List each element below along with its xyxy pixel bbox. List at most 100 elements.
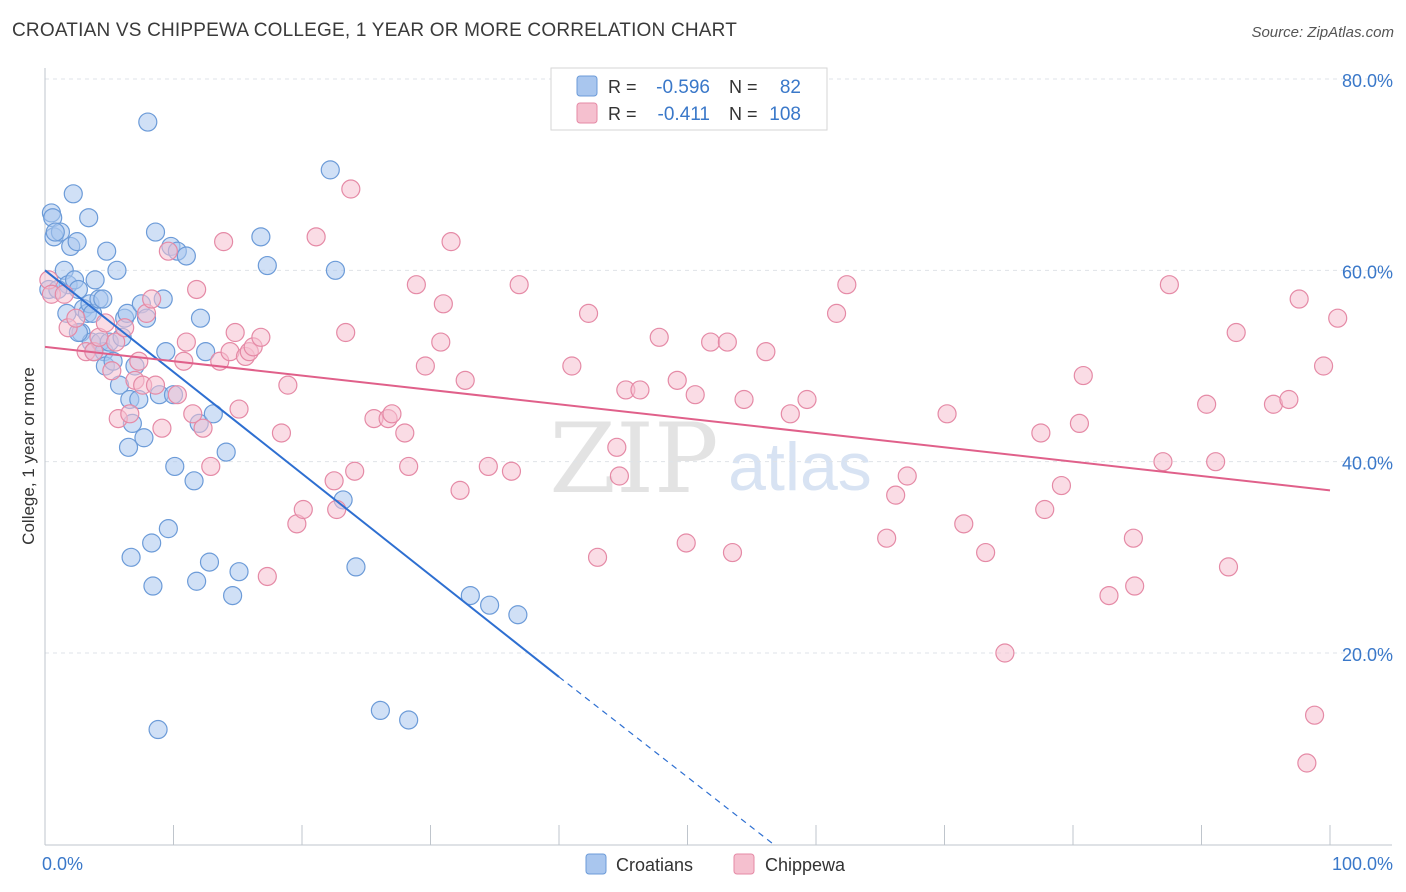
point-croatians-27 <box>97 241 117 261</box>
point-croatians-66 <box>223 585 243 606</box>
point-chippewa-91 <box>1031 423 1051 443</box>
legend-r-label-1: R = <box>608 77 637 97</box>
bottom-legend: Croatians Chippewa <box>585 853 846 875</box>
y-tick-label-1: 40.0% <box>1342 454 1393 474</box>
point-chippewa-107 <box>1289 289 1309 309</box>
point-chippewa-101 <box>1197 394 1217 414</box>
point-chippewa-62 <box>501 461 522 481</box>
point-chippewa-80 <box>780 404 800 424</box>
y-tick-label-3: 80.0% <box>1342 71 1393 91</box>
point-chippewa-86 <box>897 466 917 486</box>
point-chippewa-40 <box>278 375 298 395</box>
point-croatians-79 <box>45 222 65 242</box>
x-tick-label-left: 0.0% <box>42 854 83 874</box>
point-croatians-24 <box>93 289 113 309</box>
point-croatians-16 <box>79 208 99 228</box>
point-croatians-61 <box>190 308 211 328</box>
bottom-legend-chippewa: Chippewa <box>765 855 846 875</box>
point-chippewa-47 <box>341 179 361 199</box>
point-chippewa-58 <box>441 232 461 252</box>
trendline-croatians-extension <box>558 676 774 845</box>
point-chippewa-39 <box>271 423 292 443</box>
point-chippewa-89 <box>976 542 996 563</box>
point-chippewa-33 <box>229 399 249 419</box>
point-chippewa-45 <box>327 499 347 520</box>
point-chippewa-76 <box>717 332 737 352</box>
point-chippewa-30 <box>214 232 234 252</box>
point-chippewa-109 <box>1304 705 1325 725</box>
point-croatians-21 <box>85 270 105 290</box>
point-chippewa-110 <box>1313 356 1334 376</box>
point-chippewa-22 <box>167 385 187 405</box>
point-chippewa-73 <box>676 533 696 553</box>
point-chippewa-83 <box>837 275 857 295</box>
point-chippewa-108 <box>1297 753 1317 773</box>
point-croatians-74 <box>370 700 390 721</box>
point-chippewa-25 <box>183 404 203 424</box>
point-chippewa-55 <box>415 356 435 376</box>
point-chippewa-61 <box>478 456 498 477</box>
point-chippewa-72 <box>667 370 687 390</box>
point-chippewa-66 <box>587 547 608 567</box>
point-chippewa-2 <box>54 284 74 304</box>
point-croatians-51 <box>156 342 176 362</box>
point-croatians-78 <box>508 605 528 625</box>
point-chippewa-88 <box>954 514 974 534</box>
point-chippewa-103 <box>1218 557 1239 577</box>
point-chippewa-53 <box>399 456 419 477</box>
watermark-atlas: atlas <box>728 429 872 505</box>
point-croatians-77 <box>480 595 500 615</box>
point-croatians-11 <box>67 232 87 252</box>
point-chippewa-92 <box>1035 499 1055 520</box>
watermark-zip: ZIP <box>549 403 718 515</box>
point-croatians-69 <box>257 255 277 276</box>
point-chippewa-21 <box>158 241 178 261</box>
legend-r-value-2: -0.411 <box>658 104 710 125</box>
point-chippewa-90 <box>995 643 1015 663</box>
point-croatians-62 <box>196 342 216 362</box>
y-axis-label: College, 1 year or more <box>19 367 38 545</box>
trendline-croatians <box>44 269 560 678</box>
point-croatians-46 <box>143 576 163 596</box>
point-chippewa-95 <box>1073 365 1093 386</box>
point-chippewa-18 <box>142 289 162 309</box>
point-croatians-70 <box>320 160 340 180</box>
point-chippewa-56 <box>431 332 451 352</box>
point-chippewa-28 <box>201 456 221 477</box>
point-croatians-64 <box>203 404 223 424</box>
point-chippewa-44 <box>324 471 344 491</box>
point-chippewa-106 <box>1279 389 1299 410</box>
source-label: Source: ZipAtlas.com <box>1251 24 1394 41</box>
point-croatians-71 <box>325 260 346 280</box>
point-chippewa-12 <box>115 318 135 338</box>
legend-n-value-2: 108 <box>769 104 801 125</box>
point-croatians-57 <box>176 246 196 266</box>
y-tick-label-2: 60.0% <box>1342 262 1393 282</box>
point-croatians-67 <box>229 562 249 582</box>
point-chippewa-67 <box>607 437 627 457</box>
point-chippewa-81 <box>797 389 817 410</box>
y-tick-label-0: 20.0% <box>1342 645 1393 665</box>
legend-n-label-1: N = <box>729 77 758 97</box>
point-croatians-52 <box>158 519 178 539</box>
point-chippewa-38 <box>257 566 277 587</box>
trendline-chippewa <box>44 345 1331 492</box>
point-chippewa-9 <box>102 361 122 381</box>
bottom-legend-croatians: Croatians <box>616 855 693 875</box>
point-chippewa-54 <box>406 275 426 295</box>
point-croatians-75 <box>399 710 419 730</box>
point-chippewa-24 <box>176 332 196 352</box>
legend-r-label-2: R = <box>608 104 637 124</box>
point-croatians-63 <box>199 552 220 572</box>
point-chippewa-93 <box>1051 475 1072 496</box>
point-croatians-37 <box>121 547 141 567</box>
point-chippewa-59 <box>450 480 470 500</box>
point-chippewa-19 <box>145 375 166 395</box>
point-chippewa-43 <box>306 227 326 247</box>
point-chippewa-13 <box>120 404 140 424</box>
legend-n-value-1: 82 <box>780 77 801 98</box>
point-chippewa-63 <box>509 275 529 295</box>
point-croatians-65 <box>216 442 236 462</box>
point-chippewa-42 <box>293 499 313 520</box>
point-croatians-42 <box>134 428 154 448</box>
